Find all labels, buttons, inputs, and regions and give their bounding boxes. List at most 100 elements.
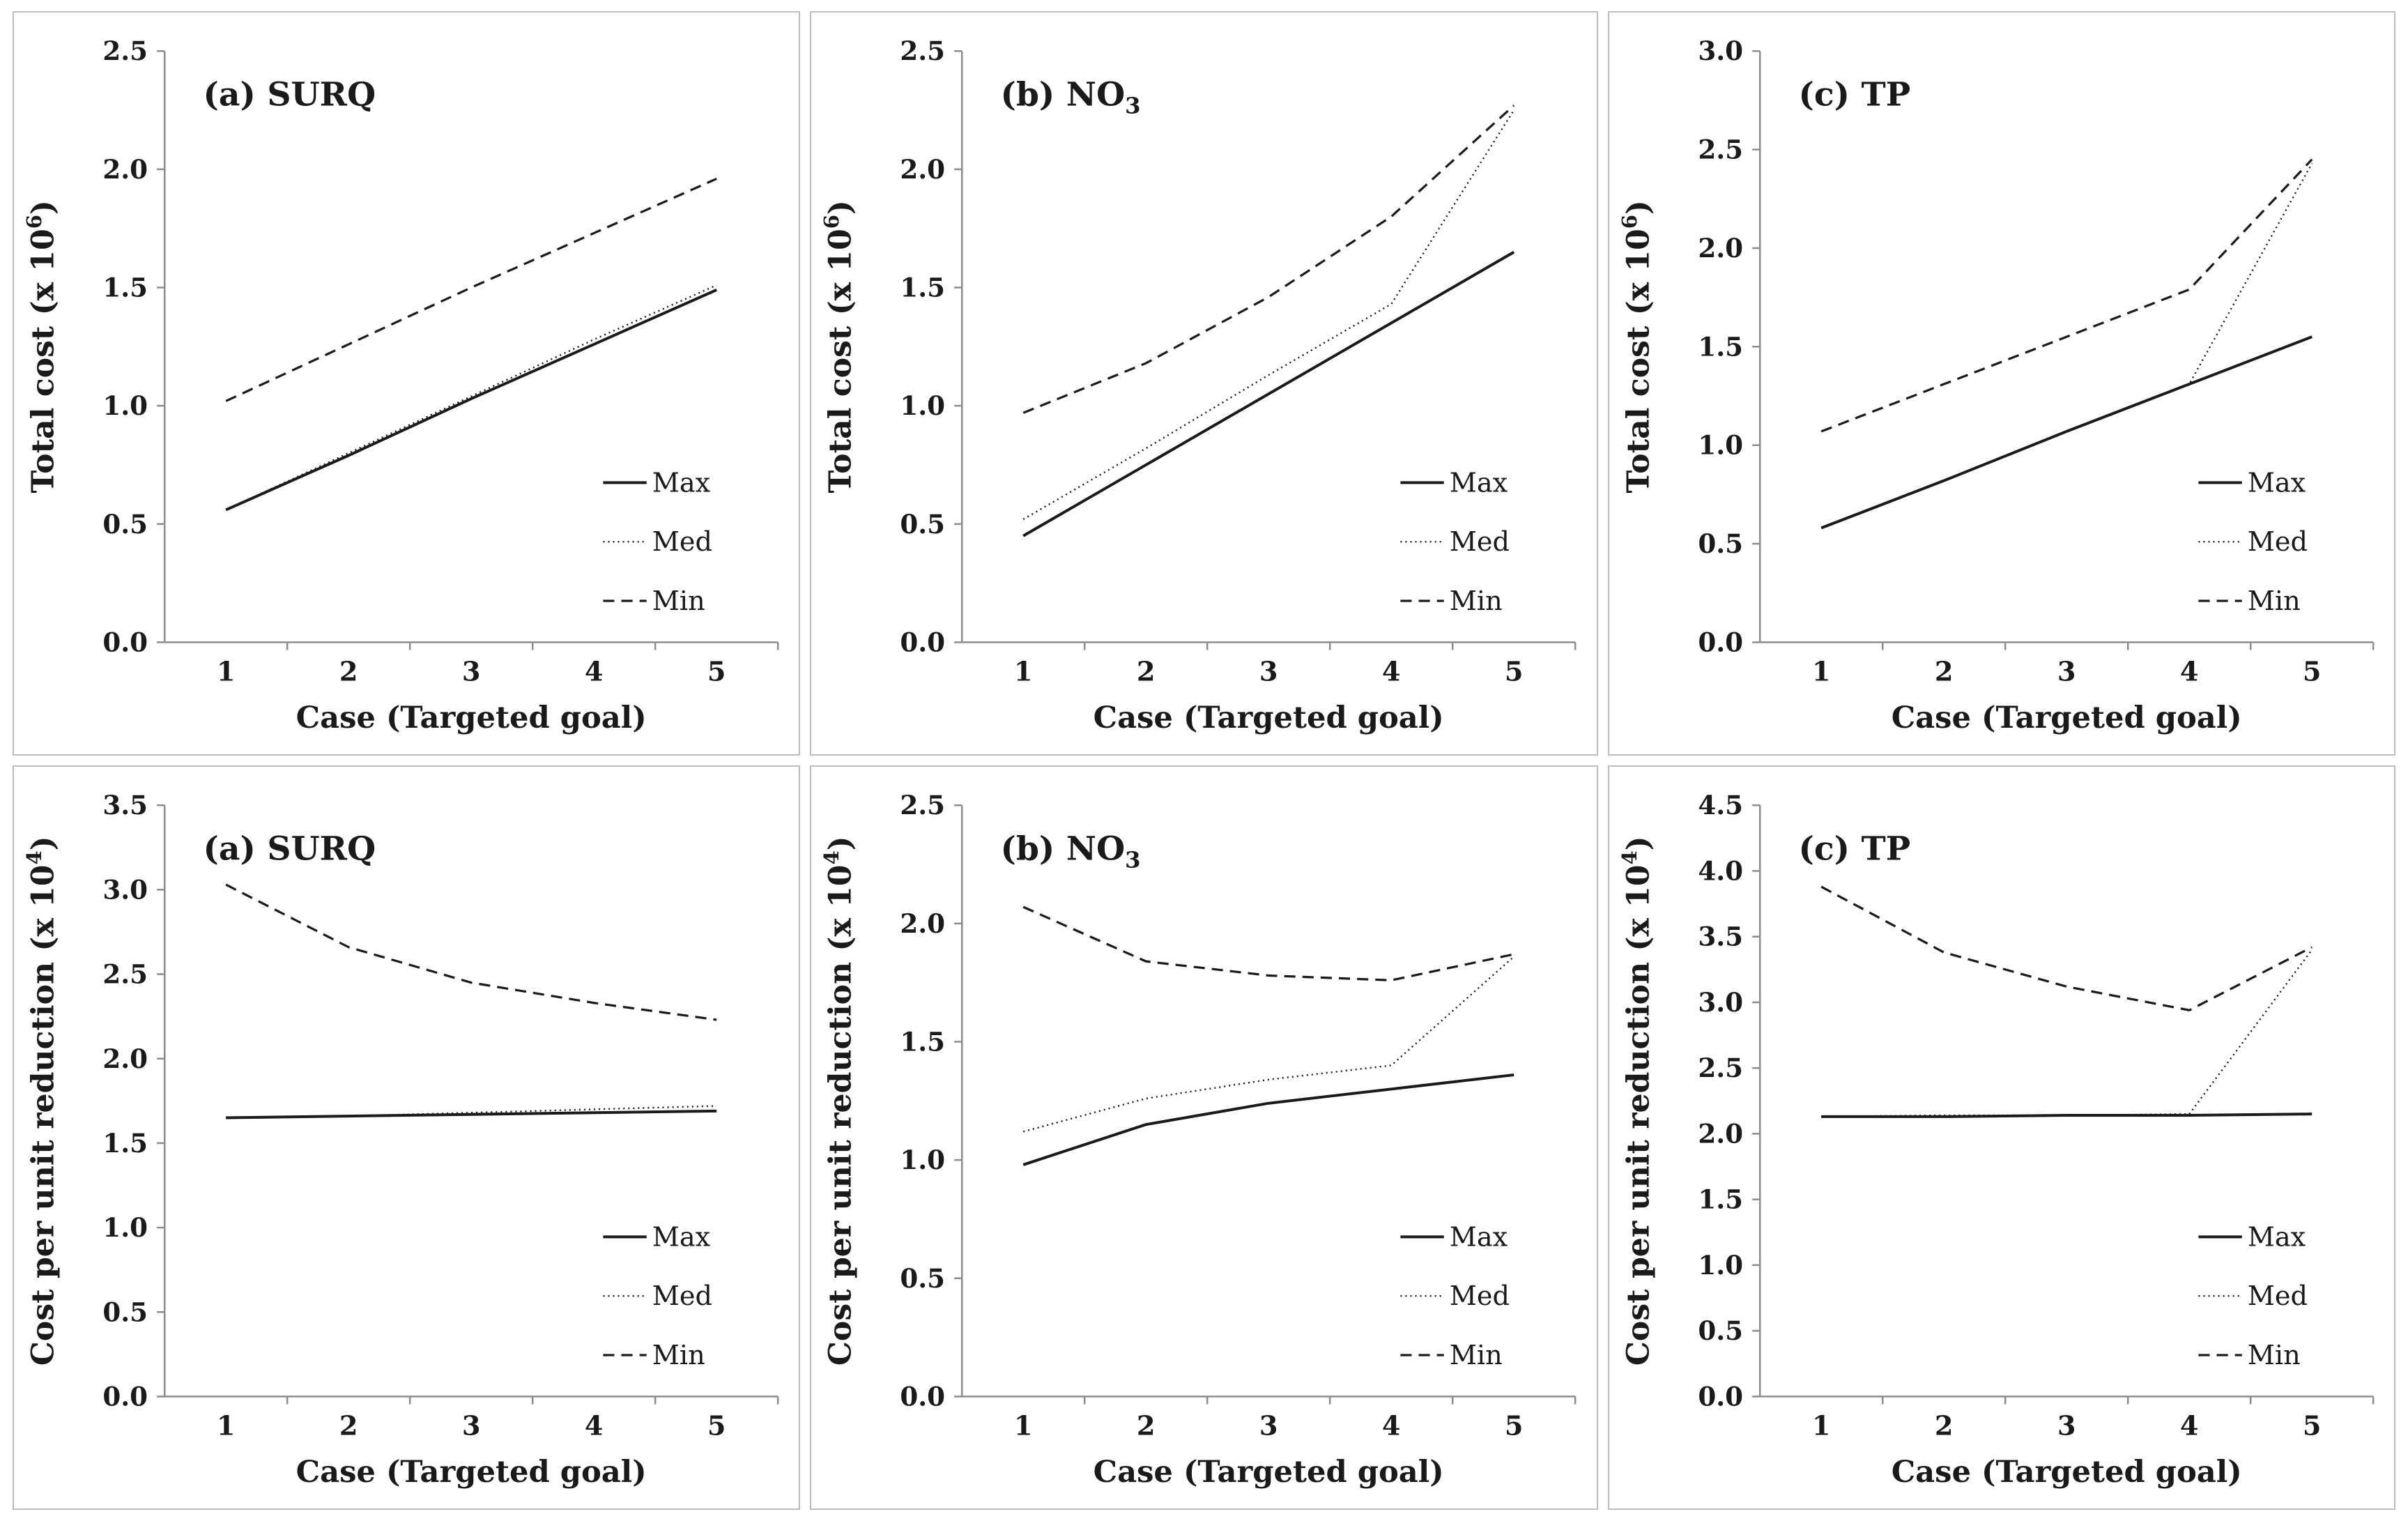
y-tick-label: 3.0 xyxy=(1698,987,1743,1018)
x-axis-label: Case (Targeted goal) xyxy=(296,700,647,735)
y-tick-label: 0.0 xyxy=(900,1381,946,1412)
y-axis-label: Cost per unit reduction (x 104) xyxy=(22,836,61,1366)
y-tick-label: 3.0 xyxy=(1698,36,1743,66)
y-tick-label: 0.5 xyxy=(900,509,946,540)
series-line-max xyxy=(1820,335,2313,530)
x-axis-label: Case (Targeted goal) xyxy=(296,1454,647,1490)
y-tick-label: 0.5 xyxy=(102,509,148,540)
x-axis-label: Case (Targeted goal) xyxy=(1094,1454,1444,1490)
x-axis-label: Case (Targeted goal) xyxy=(1094,700,1444,735)
x-tick-label: 2 xyxy=(1137,657,1156,688)
series-line-med xyxy=(1820,162,2313,529)
y-tick-label: 1.5 xyxy=(1698,1184,1743,1215)
x-tick-label: 1 xyxy=(1014,1411,1033,1442)
chart-cost-per-unit-surq: 0.0 0.5 1.0 1.5 2.0 2.5 3.0 3.5 1 2 3 4 5 Case (Targe… xyxy=(22,790,779,1490)
y-tick-label: 2.5 xyxy=(1698,135,1743,165)
y-axis-label: Total cost (x 106) xyxy=(1618,200,1656,493)
y-axis-label: Total cost (x 106) xyxy=(820,200,859,493)
x-tick-label: 4 xyxy=(2180,657,2199,688)
series-line-max xyxy=(1022,1073,1514,1166)
y-axis-label: Total cost (x 106) xyxy=(22,200,61,493)
legend-label-max: Max xyxy=(652,1222,711,1253)
x-tick-label: 2 xyxy=(1935,1411,1954,1442)
y-tick-label: 2.0 xyxy=(1698,1119,1743,1149)
x-axis-label: Case (Targeted goal) xyxy=(1891,700,2241,735)
y-tick-label: 4.0 xyxy=(1698,856,1743,887)
x-tick-label: 4 xyxy=(585,657,604,688)
legend-label-min: Min xyxy=(652,1340,705,1371)
chart-panel-cost-per-unit-surq: 0.0 0.5 1.0 1.5 2.0 2.5 3.0 3.5 1 2 3 4 5 Case (Targe… xyxy=(13,765,801,1510)
x-tick-label: 3 xyxy=(462,1411,481,1442)
legend-label-min: Min xyxy=(2247,586,2300,617)
y-tick-label: 2.0 xyxy=(102,154,148,185)
plot-title: (a) SURQ xyxy=(204,830,376,869)
legend-label-max: Max xyxy=(1450,1222,1508,1253)
series-line-min xyxy=(1820,158,2313,433)
y-tick-label: 0.0 xyxy=(1698,627,1743,657)
x-tick-label: 3 xyxy=(462,657,481,688)
x-tick-label: 1 xyxy=(217,1411,236,1442)
x-tick-label: 2 xyxy=(1137,1411,1156,1442)
legend-label-med: Med xyxy=(1450,527,1510,558)
legend-label-max: Max xyxy=(1450,468,1508,498)
plot-title: (b) NO3 xyxy=(1001,76,1141,119)
plot-title: (c) TP xyxy=(1798,830,1910,869)
y-tick-label: 0.0 xyxy=(900,627,946,657)
chart-total-cost-surq: 0.0 0.5 1.0 1.5 2.0 2.5 1 2 3 4 5 Case (Targeted go… xyxy=(22,36,779,735)
x-tick-label: 5 xyxy=(1505,1411,1524,1442)
y-tick-label: 1.5 xyxy=(1698,331,1743,362)
x-tick-label: 3 xyxy=(2057,1411,2076,1442)
y-tick-label: 3.5 xyxy=(1698,922,1743,952)
y-tick-label: 1.0 xyxy=(102,390,148,421)
legend-label-med: Med xyxy=(1450,1281,1510,1312)
chart-panel-total-cost-no3: 0.0 0.5 1.0 1.5 2.0 2.5 1 2 3 4 5 Case (Targeted go… xyxy=(810,11,1598,756)
legend-label-min: Min xyxy=(1450,1340,1503,1371)
y-axis-label: Cost per unit reduction (x 104) xyxy=(820,836,859,1366)
y-tick-label: 2.0 xyxy=(102,1044,148,1074)
legend-label-med: Med xyxy=(652,527,712,558)
x-tick-label: 2 xyxy=(1935,657,1954,688)
y-tick-label: 2.5 xyxy=(1698,1053,1743,1083)
y-tick-label: 0.5 xyxy=(1698,528,1743,559)
series-line-med xyxy=(1022,109,1515,521)
y-tick-label: 0.0 xyxy=(102,627,148,657)
x-tick-label: 5 xyxy=(1505,657,1524,688)
y-tick-label: 1.0 xyxy=(1698,430,1743,461)
legend-label-max: Max xyxy=(2247,1222,2306,1253)
legend-label-med: Med xyxy=(652,1281,712,1312)
series-line-med xyxy=(1023,956,1515,1133)
x-tick-label: 3 xyxy=(2057,657,2076,688)
y-tick-label: 1.0 xyxy=(900,390,946,421)
series-line-max xyxy=(1022,250,1515,537)
plot-title: (a) SURQ xyxy=(204,76,376,114)
series-line-med xyxy=(225,284,717,511)
legend-label-max: Max xyxy=(2247,468,2306,498)
y-tick-label: 2.5 xyxy=(102,36,148,66)
y-tick-label: 2.5 xyxy=(102,959,148,990)
y-tick-label: 0.0 xyxy=(102,1381,148,1412)
y-tick-label: 0.5 xyxy=(1698,1315,1743,1346)
y-tick-label: 2.0 xyxy=(1698,233,1743,263)
x-tick-label: 2 xyxy=(339,1411,358,1442)
legend-label-med: Med xyxy=(2247,527,2307,558)
x-tick-label: 5 xyxy=(707,1411,726,1442)
series-line-min xyxy=(225,883,717,1021)
y-tick-label: 1.5 xyxy=(900,273,946,303)
y-tick-label: 4.5 xyxy=(1698,790,1743,820)
chart-total-cost-tp: 0.0 0.5 1.0 1.5 2.0 2.5 3.0 1 2 3 4 5 Case (Targeted… xyxy=(1618,36,2375,735)
x-tick-label: 1 xyxy=(217,657,236,688)
chart-cost-per-unit-no3: 0.0 0.5 1.0 1.5 2.0 2.5 1 2 3 4 5 Case (Targeted go… xyxy=(820,790,1577,1490)
x-tick-label: 1 xyxy=(1812,657,1831,688)
y-tick-label: 1.5 xyxy=(102,273,148,303)
x-tick-label: 2 xyxy=(339,657,358,688)
x-tick-label: 3 xyxy=(1259,657,1278,688)
x-tick-label: 5 xyxy=(2303,1411,2322,1442)
chart-panel-cost-per-unit-tp: 0.0 0.5 1.0 1.5 2.0 2.5 3.0 3.5 4.0 4.5 1 2 3 4 5 Case … xyxy=(1607,765,2395,1510)
chart-panel-total-cost-tp: 0.0 0.5 1.0 1.5 2.0 2.5 3.0 1 2 3 4 5 Case (Targeted… xyxy=(1607,11,2395,756)
chart-panel-cost-per-unit-no3: 0.0 0.5 1.0 1.5 2.0 2.5 1 2 3 4 5 Case (Targeted go… xyxy=(810,765,1598,1510)
y-tick-label: 2.0 xyxy=(900,154,946,185)
legend-label-max: Max xyxy=(652,468,711,498)
legend-label-min: Min xyxy=(1450,586,1503,617)
x-tick-label: 1 xyxy=(1014,657,1033,688)
